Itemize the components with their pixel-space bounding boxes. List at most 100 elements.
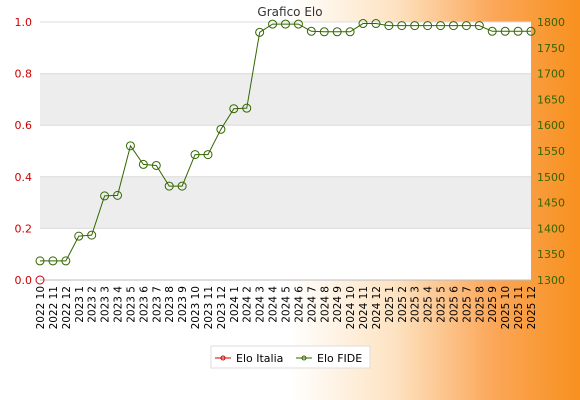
right-tick-label: 1600: [537, 119, 565, 132]
x-tick-label: 2025 8: [474, 286, 486, 323]
data-point: [35, 256, 45, 266]
right-tick-label: 1300: [537, 274, 565, 287]
data-point: [513, 26, 523, 36]
data-point: [293, 19, 303, 29]
left-tick-label: 0.6: [15, 119, 33, 132]
chart-title: Grafico Elo: [257, 5, 322, 19]
x-tick-label: 2023 3: [100, 286, 112, 323]
grid-band: [40, 176, 531, 229]
grid-band: [40, 125, 531, 177]
x-tick-label: 2024 3: [255, 286, 267, 323]
left-tick-label: 1.0: [15, 16, 33, 29]
legend: Elo Italia Elo FIDE: [210, 345, 371, 369]
data-point: [448, 21, 458, 31]
data-point: [164, 181, 174, 191]
data-point: [203, 150, 213, 160]
data-point: [358, 19, 368, 29]
data-point: [500, 26, 510, 36]
legend-marker: [220, 355, 226, 361]
x-tick-label: 2023 8: [164, 286, 176, 323]
x-tick-label: 2023 12: [216, 286, 228, 329]
plot-bands: [40, 21, 531, 281]
x-tick-label: 2024 7: [306, 286, 318, 323]
grid-band: [40, 22, 531, 74]
legend-box: [210, 345, 371, 369]
x-tick-label: 2025 5: [436, 286, 448, 323]
x-tick-label: 2024 5: [281, 286, 293, 323]
legend-marker: [301, 355, 307, 361]
data-point: [423, 21, 433, 31]
x-tick-label: 2023 6: [138, 286, 150, 323]
data-point: [87, 230, 97, 240]
right-tick-label: 1700: [537, 68, 565, 81]
data-point: [35, 275, 45, 285]
x-tick-label: 2024 2: [242, 286, 254, 323]
x-tick-label: 2023 1: [74, 286, 86, 323]
grid-band: [40, 228, 531, 280]
right-tick-label: 1550: [537, 145, 565, 158]
legend-label: Elo FIDE: [317, 352, 362, 365]
right-tick-label: 1400: [537, 222, 565, 235]
data-point: [242, 103, 252, 113]
left-tick-label: 0.0: [15, 274, 33, 287]
left-tick-label: 0.8: [15, 68, 33, 81]
left-tick-label: 0.4: [15, 171, 33, 184]
x-tick-label: 2025 11: [513, 286, 525, 329]
x-tick-label: 2023 5: [125, 286, 137, 323]
right-tick-label: 1500: [537, 171, 565, 184]
x-tick-label: 2025 9: [487, 286, 499, 323]
data-point: [100, 191, 110, 201]
data-point: [306, 26, 316, 36]
x-tick-label: 2025 1: [384, 286, 396, 323]
x-tick-label: 2025 10: [500, 286, 512, 329]
data-point: [268, 19, 278, 29]
x-tick-label: 2022 10: [35, 286, 47, 329]
left-tick-label: 0.2: [15, 222, 33, 235]
right-axis-ticks: 1300 1350 1400 1450 1500 1550 1600 1650 1700 1750…: [537, 16, 565, 287]
data-point: [138, 159, 148, 169]
x-tick-label: 2023 7: [151, 286, 163, 323]
data-point: [113, 190, 123, 200]
x-tick-label: 2023 10: [190, 286, 202, 329]
right-tick-label: 1800: [537, 16, 565, 29]
x-tick-label: 2022 12: [61, 286, 73, 329]
data-point: [332, 27, 342, 37]
x-tick-label: 2025 3: [410, 286, 422, 323]
data-point: [190, 150, 200, 160]
data-point: [410, 21, 420, 31]
x-tick-label: 2024 4: [268, 286, 280, 323]
x-tick-label: 2024 1: [229, 286, 241, 323]
left-axis-ticks: 0.0 0.2 0.4 0.6 0.8 1.0: [15, 16, 33, 287]
right-tick-label: 1750: [537, 42, 565, 55]
right-tick-label: 1450: [537, 197, 565, 210]
x-tick-label: 2024 10: [345, 286, 357, 329]
data-point: [436, 21, 446, 31]
x-tick-label: 2023 11: [203, 286, 215, 329]
x-tick-label: 2025 4: [423, 286, 435, 323]
data-point: [474, 21, 484, 31]
data-point: [461, 21, 471, 31]
data-point: [151, 160, 161, 170]
x-tick-label: 2023 9: [177, 286, 189, 323]
x-tick-label: 2024 12: [371, 286, 383, 329]
x-tick-label: 2025 12: [526, 286, 538, 329]
data-point: [177, 181, 187, 191]
x-tick-label: 2024 6: [293, 286, 305, 323]
x-tick-label: 2025 2: [397, 286, 409, 323]
x-tick-label: 2024 9: [332, 286, 344, 323]
data-point: [281, 19, 290, 29]
x-tick-label: 2024 11: [358, 286, 370, 329]
x-tick-label: 2023 4: [113, 286, 125, 323]
right-tick-label: 1350: [537, 248, 565, 261]
grid-band: [40, 73, 531, 126]
legend-label: Elo Italia: [236, 352, 283, 365]
x-tick-label: 2023 2: [87, 286, 99, 323]
data-point: [125, 141, 135, 151]
data-point: [384, 21, 394, 31]
data-point: [61, 256, 71, 266]
data-point: [74, 231, 84, 241]
data-point: [319, 27, 329, 37]
